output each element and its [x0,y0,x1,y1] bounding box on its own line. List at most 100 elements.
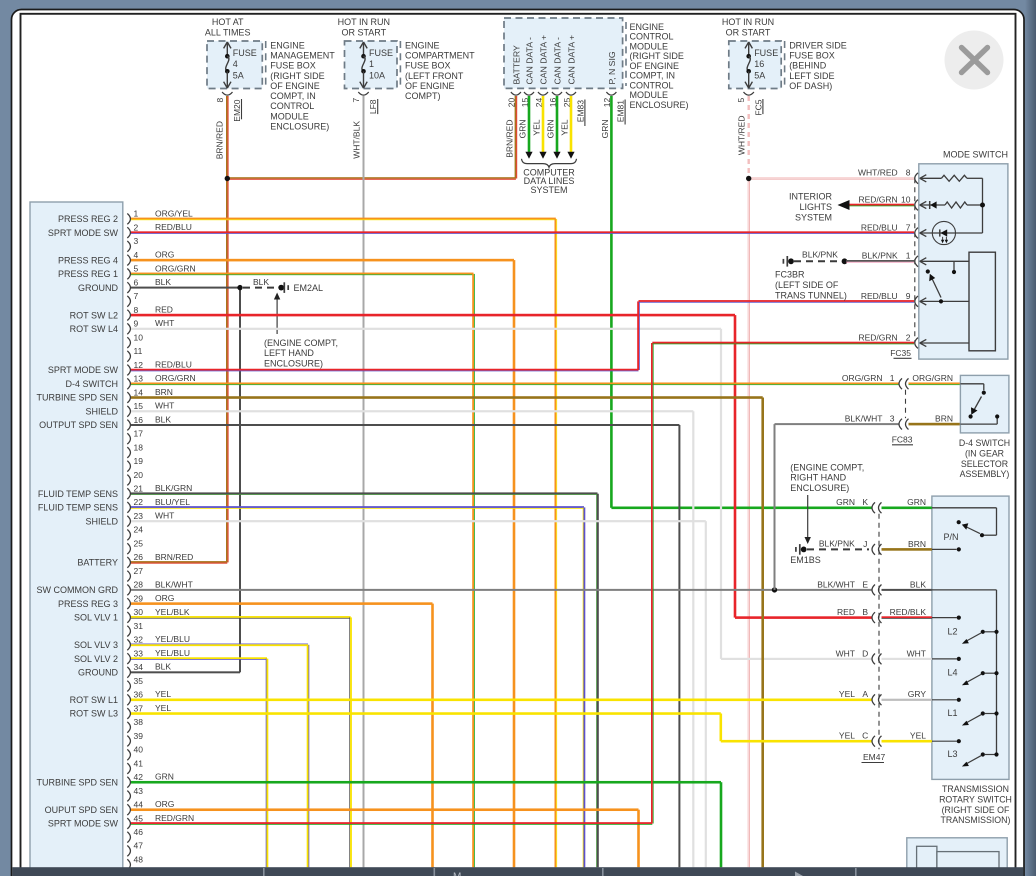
svg-text:(ENGINE COMPT,: (ENGINE COMPT, [790,462,864,472]
svg-text:GRN: GRN [518,120,528,139]
svg-text:OF ENGINE: OF ENGINE [630,61,680,71]
svg-text:21: 21 [134,484,144,494]
svg-text:(LEFT FRONT: (LEFT FRONT [405,71,464,81]
svg-text:1: 1 [369,59,374,69]
svg-text:ORG: ORG [155,593,174,603]
svg-text:OUTPUT SPD SEN: OUTPUT SPD SEN [39,420,118,430]
svg-text:YEL/BLK: YEL/BLK [155,607,190,617]
svg-text:YEL: YEL [839,689,855,699]
svg-text:13: 13 [134,374,144,384]
svg-text:RED: RED [837,607,855,617]
svg-text:48: 48 [134,855,144,865]
svg-text:(RIGHT SIDE: (RIGHT SIDE [270,71,324,81]
svg-text:BRN/RED: BRN/RED [155,552,193,562]
svg-text:5A: 5A [754,71,765,81]
svg-text:BLK/WHT: BLK/WHT [845,414,883,424]
svg-text:WHT: WHT [155,318,174,328]
svg-text:RED/BLU: RED/BLU [861,291,898,301]
svg-text:EM1BS: EM1BS [790,555,821,565]
svg-text:COMPT, IN: COMPT, IN [270,91,316,101]
svg-text:EM2AL: EM2AL [294,283,324,293]
svg-text:CONTROL: CONTROL [630,80,674,90]
svg-text:YEL/BLU: YEL/BLU [155,648,190,658]
svg-text:WHT: WHT [155,511,174,521]
svg-text:COMPARTMENT: COMPARTMENT [405,50,475,60]
svg-text:(RIGHT SIDE: (RIGHT SIDE [630,51,684,61]
svg-text:3: 3 [134,236,139,246]
svg-text:M: M [453,872,461,876]
svg-text:ORG/GRN: ORG/GRN [842,373,883,383]
svg-text:MANAGEMENT: MANAGEMENT [270,50,335,60]
svg-text:16: 16 [134,415,144,425]
svg-text:HOT AT: HOT AT [212,17,244,27]
svg-text:15: 15 [134,401,144,411]
svg-text:31: 31 [134,621,144,631]
svg-text:SPRT MODE SW: SPRT MODE SW [48,228,119,238]
svg-text:20: 20 [134,470,144,480]
svg-text:44: 44 [134,800,144,810]
svg-text:7: 7 [351,98,361,103]
svg-text:MODULE: MODULE [270,111,309,121]
svg-text:EM81: EM81 [616,100,626,122]
svg-text:CONTROL: CONTROL [630,32,674,42]
svg-text:SELECTOR: SELECTOR [961,459,1008,469]
svg-text:ENCLOSURE): ENCLOSURE) [264,359,323,369]
svg-text:OF DASH): OF DASH) [789,81,832,91]
svg-text:8: 8 [906,168,911,178]
svg-text:11: 11 [134,346,143,356]
svg-text:P, N SIG: P, N SIG [607,51,617,84]
svg-text:4: 4 [134,250,139,260]
svg-text:L2: L2 [948,626,958,636]
svg-text:L4: L4 [948,668,958,678]
svg-text:RED/BLK: RED/BLK [890,607,927,617]
svg-text:ORG/GRN: ORG/GRN [155,263,196,273]
svg-text:YEL: YEL [155,703,171,713]
svg-text:FUSE BOX: FUSE BOX [789,50,835,60]
svg-text:19: 19 [134,456,144,466]
svg-text:SHIELD: SHIELD [85,407,118,417]
svg-text:(RIGHT SIDE OF: (RIGHT SIDE OF [942,805,1010,815]
svg-text:9: 9 [906,291,911,301]
svg-text:BRN/RED: BRN/RED [504,120,514,158]
svg-text:BRN: BRN [155,387,173,397]
svg-text:9: 9 [134,319,139,329]
svg-text:22: 22 [134,497,144,507]
svg-text:YEL: YEL [839,731,855,741]
svg-text:32: 32 [134,635,144,645]
svg-text:10A: 10A [369,71,385,81]
svg-text:33: 33 [134,648,144,658]
svg-text:TURBINE SPD SEN: TURBINE SPD SEN [36,393,118,403]
svg-text:SPRT MODE SW: SPRT MODE SW [48,365,119,375]
svg-text:SHIELD: SHIELD [85,516,118,526]
svg-text:J: J [863,539,867,549]
svg-text:20: 20 [507,98,517,108]
svg-text:COMPUTER: COMPUTER [523,167,575,177]
svg-text:OR START: OR START [726,28,771,38]
svg-text:ENCLOSURE): ENCLOSURE) [270,122,329,132]
svg-text:ASSEMBLY): ASSEMBLY) [960,469,1010,479]
svg-text:ORG/YEL: ORG/YEL [155,208,193,218]
svg-text:RIGHT HAND: RIGHT HAND [790,473,846,483]
svg-text:B: B [862,607,868,617]
svg-text:SYSTEM: SYSTEM [530,185,567,195]
svg-text:23: 23 [134,511,144,521]
svg-text:WHT: WHT [836,648,855,658]
svg-text:SOL VLV 1: SOL VLV 1 [74,613,118,623]
svg-text:FC3BR: FC3BR [775,270,805,280]
svg-text:YEL: YEL [560,119,570,135]
svg-text:LIGHTS: LIGHTS [799,202,832,212]
svg-text:ENGINE: ENGINE [630,22,665,32]
svg-text:28: 28 [134,580,144,590]
svg-text:TRANSMISSION: TRANSMISSION [942,784,1009,794]
svg-text:RED/BLU: RED/BLU [861,222,898,232]
svg-text:18: 18 [134,442,144,452]
svg-text:SOL VLV 3: SOL VLV 3 [74,640,118,650]
svg-text:PRESS REG 2: PRESS REG 2 [58,214,118,224]
svg-text:BLK/PNK: BLK/PNK [862,251,898,261]
svg-text:(LEFT SIDE OF: (LEFT SIDE OF [775,280,839,290]
svg-text:4: 4 [233,59,238,69]
svg-text:47: 47 [134,841,144,851]
svg-text:16: 16 [548,98,558,108]
svg-text:OUPUT SPD SEN: OUPUT SPD SEN [45,805,118,815]
svg-text:SPRT MODE SW: SPRT MODE SW [48,819,119,829]
